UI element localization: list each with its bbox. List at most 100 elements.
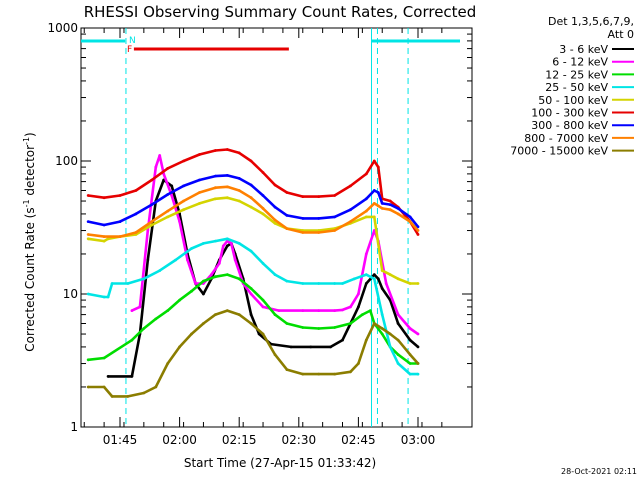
y-tick-label: 100	[55, 154, 78, 168]
data-point	[357, 362, 360, 365]
y-axis-label-sup2: -1	[22, 137, 31, 145]
data-point	[388, 345, 392, 349]
data-point	[408, 327, 412, 330]
data-point	[214, 313, 217, 316]
data-point	[130, 375, 134, 378]
data-point	[166, 167, 170, 170]
x-axis-label: Start Time (27-Apr-15 01:33:42)	[184, 456, 376, 470]
data-point	[202, 242, 205, 245]
data-point	[368, 309, 372, 312]
data-point	[285, 322, 289, 325]
data-point	[150, 178, 154, 182]
data-point	[396, 212, 400, 216]
data-point	[380, 202, 384, 205]
data-point	[178, 298, 182, 302]
data-point	[408, 282, 412, 285]
data-point	[301, 195, 305, 199]
data-point	[333, 229, 336, 232]
data-point	[198, 153, 201, 156]
data-point	[364, 172, 368, 176]
data-point	[301, 309, 305, 312]
data-point	[249, 249, 253, 253]
data-point	[273, 218, 277, 222]
plot-area: 1 10 100 1000 01:45 02:00 02:15 02:30 02:45 03:00…	[47, 21, 473, 447]
data-point	[221, 244, 225, 248]
data-point	[349, 208, 352, 212]
legend-entry-label: 50 - 100 keV	[538, 94, 608, 107]
data-point	[118, 220, 122, 224]
data-point	[134, 231, 138, 234]
data-point	[333, 282, 336, 285]
data-point	[118, 235, 122, 239]
data-point	[317, 217, 321, 220]
data-point	[301, 326, 305, 329]
data-point	[317, 372, 321, 376]
data-point	[396, 362, 400, 365]
data-point	[142, 277, 146, 281]
data-point	[372, 322, 376, 325]
data-point	[357, 292, 360, 296]
data-point	[214, 275, 217, 279]
data-point	[249, 159, 253, 163]
data-point	[273, 221, 277, 225]
data-point	[416, 233, 420, 236]
data-point	[261, 305, 265, 309]
data-point	[408, 353, 412, 356]
data-point	[142, 391, 146, 395]
data-point	[273, 273, 277, 276]
data-point	[225, 174, 229, 177]
data-point	[130, 338, 134, 342]
data-point	[396, 322, 400, 325]
data-point	[341, 308, 344, 312]
data-point	[102, 239, 106, 243]
data-point	[86, 292, 90, 296]
data-point	[249, 313, 253, 316]
data-point	[388, 203, 392, 207]
data-point	[102, 196, 106, 200]
data-point	[408, 372, 412, 376]
data-point	[285, 279, 289, 283]
data-point	[102, 295, 106, 299]
legend-header: Att 0	[608, 28, 634, 41]
series-group	[86, 148, 420, 398]
data-point	[349, 322, 352, 325]
data-point	[376, 165, 380, 169]
data-point	[186, 258, 189, 262]
data-point	[285, 191, 289, 194]
data-point	[353, 277, 356, 281]
data-point	[376, 204, 380, 208]
data-point	[376, 191, 380, 194]
data-point	[86, 385, 90, 389]
data-point	[317, 327, 321, 330]
data-point	[261, 332, 265, 336]
data-point	[357, 305, 360, 309]
data-point	[249, 322, 253, 325]
data-point	[273, 205, 277, 209]
data-point	[349, 370, 352, 374]
legend-entry-label: 12 - 25 keV	[545, 68, 608, 81]
data-point	[225, 185, 229, 189]
data-point	[214, 149, 217, 152]
data-point	[261, 298, 265, 302]
legend-entry-label: 300 - 800 keV	[531, 119, 608, 132]
data-point	[364, 209, 368, 213]
data-point	[364, 282, 368, 285]
data-point	[237, 242, 241, 245]
data-point	[158, 269, 162, 272]
x-tick-label: 02:45	[341, 433, 376, 447]
data-point	[225, 244, 229, 248]
footer-date: 28-Oct-2021 02:11	[561, 467, 637, 476]
data-point	[202, 292, 205, 296]
data-point	[118, 194, 122, 197]
data-point	[102, 235, 106, 239]
data-point	[396, 338, 400, 342]
data-point	[237, 277, 241, 281]
data-point	[277, 309, 281, 312]
data-point	[102, 385, 106, 389]
legend-entry-label: 25 - 50 keV	[545, 81, 608, 94]
data-point	[182, 199, 186, 203]
data-point	[134, 212, 138, 216]
data-point	[416, 372, 420, 376]
